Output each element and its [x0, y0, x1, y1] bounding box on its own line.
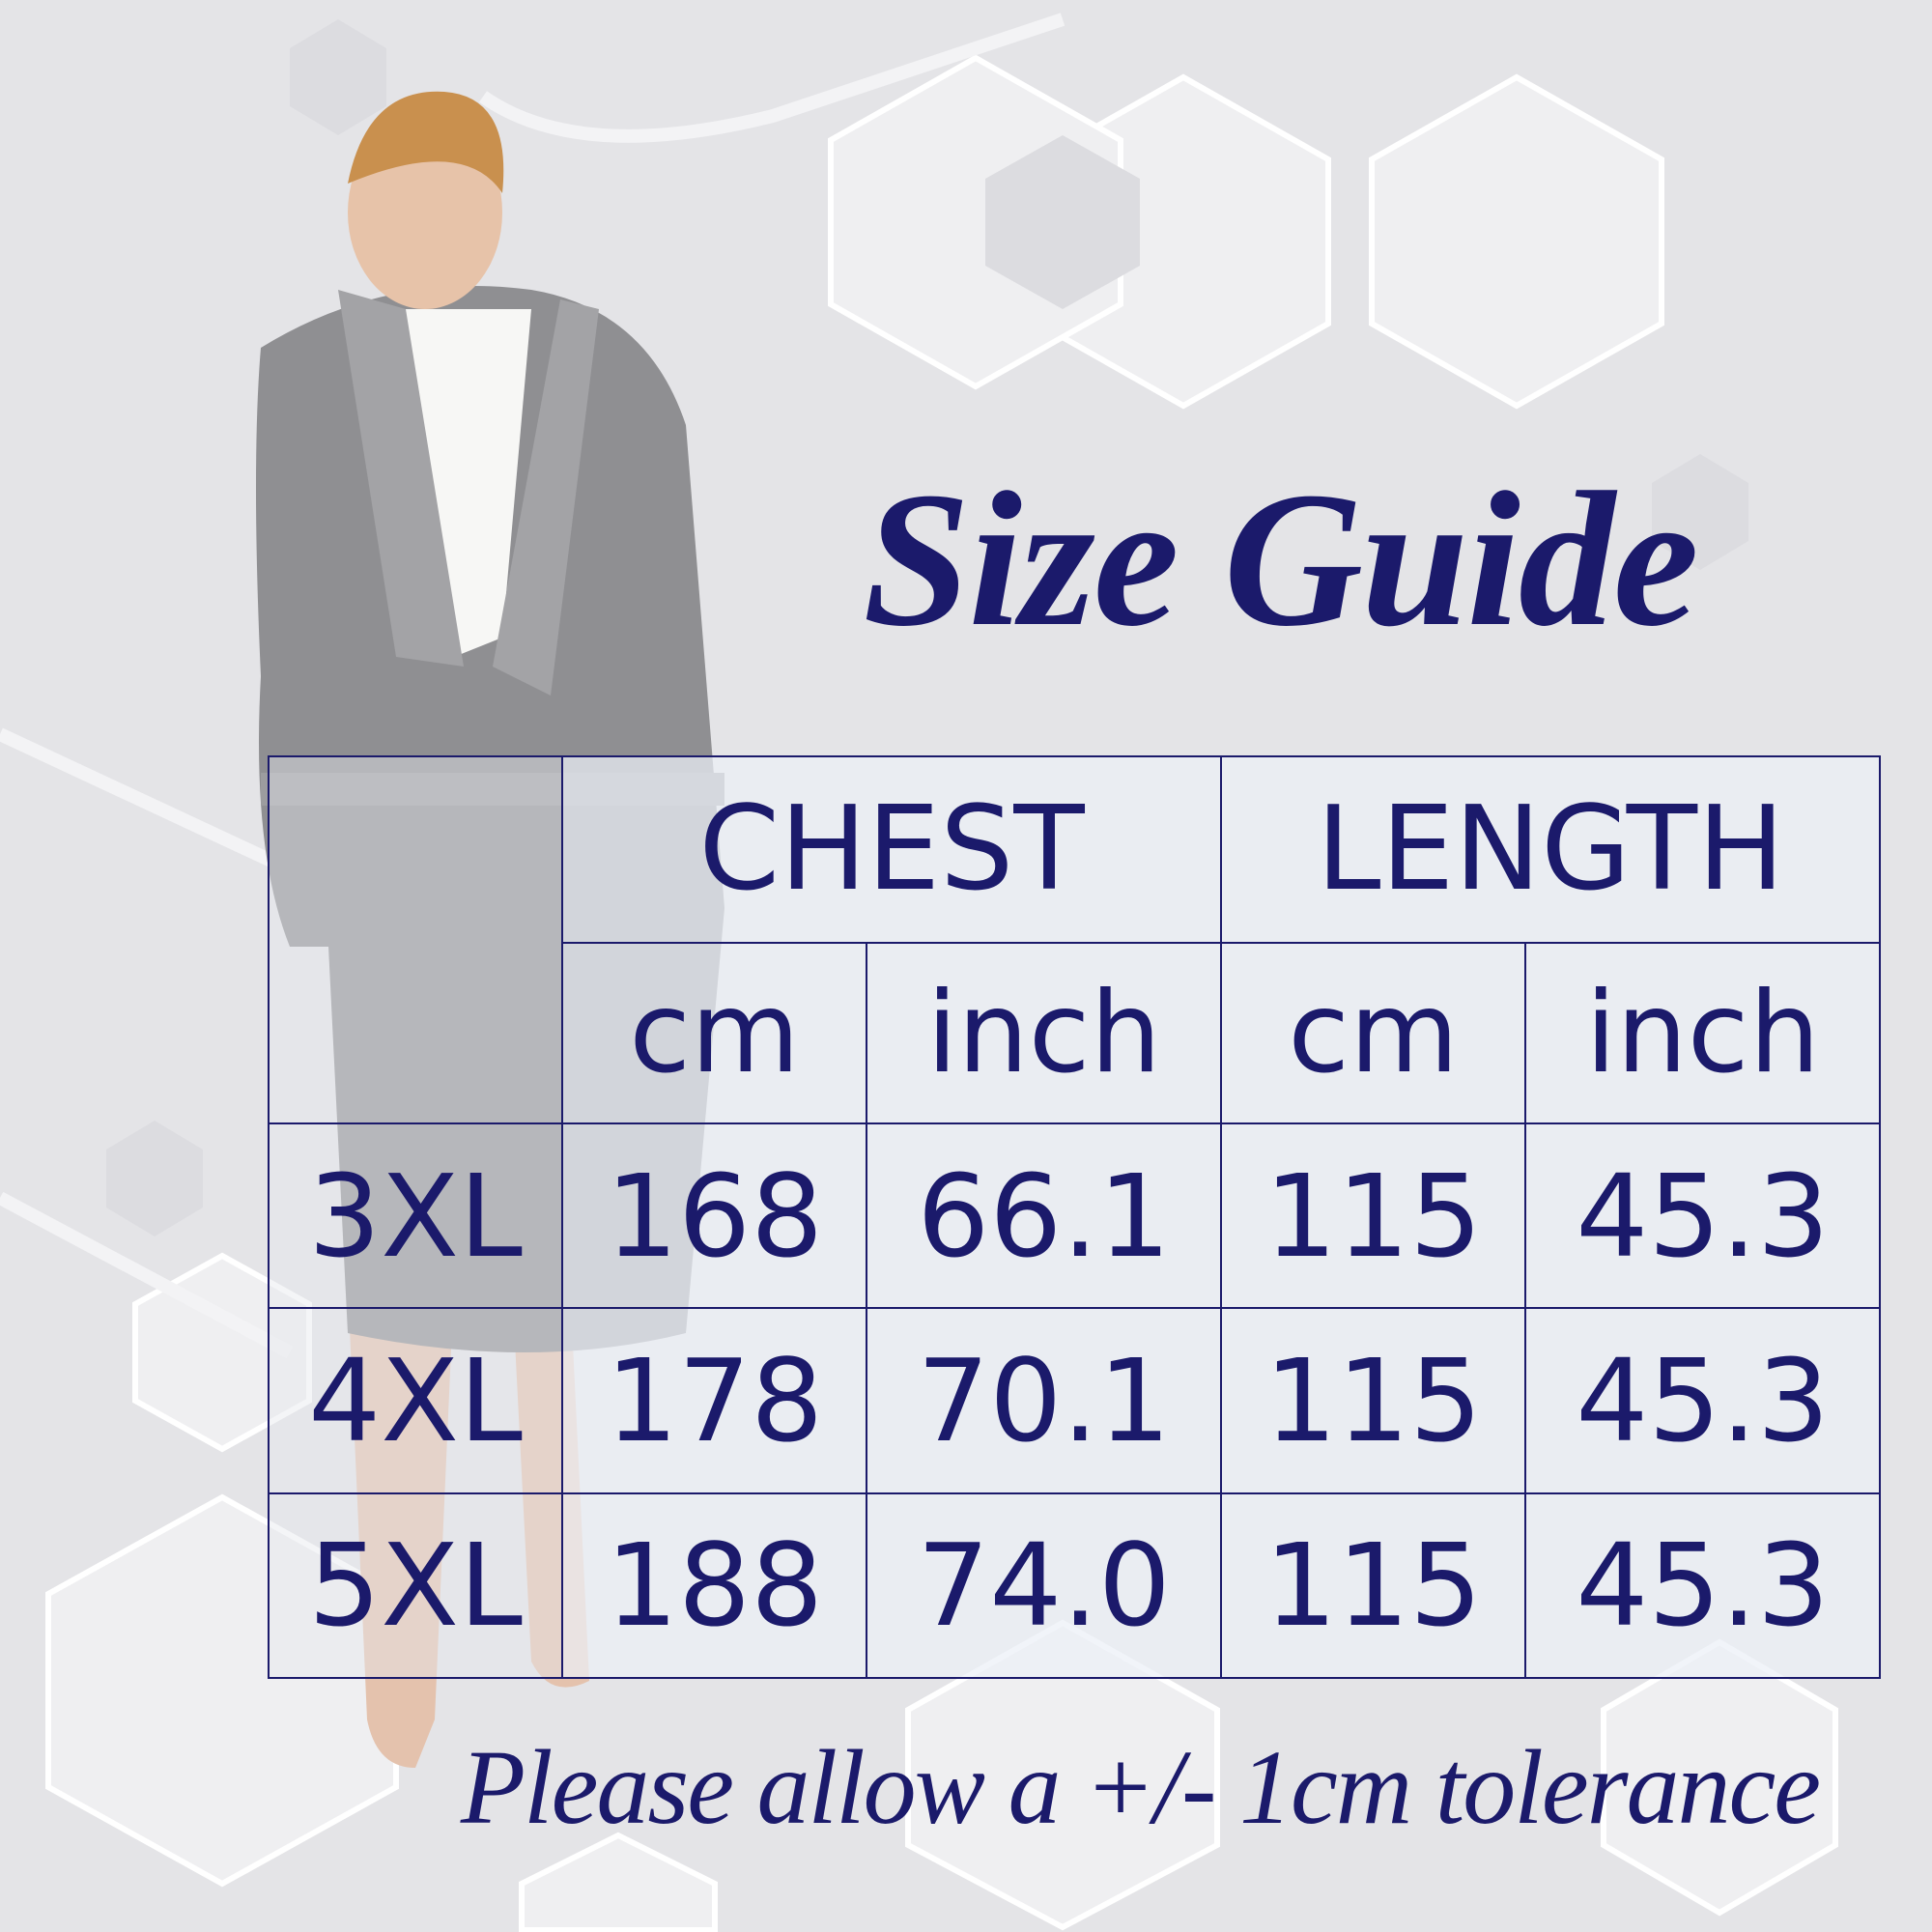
length-cm: 115 — [1219, 1492, 1527, 1680]
size-label: 3XL — [268, 1122, 563, 1310]
chest-cm: 168 — [560, 1122, 868, 1310]
corner-cell — [268, 755, 563, 1124]
size-label: 4XL — [268, 1307, 563, 1494]
unit-length-cm: cm — [1219, 941, 1527, 1124]
chest-inch: 70.1 — [866, 1307, 1222, 1494]
unit-chest-cm: cm — [560, 941, 868, 1124]
length-cm: 115 — [1219, 1122, 1527, 1310]
table-unit-row: cm inch cm inch — [269, 941, 1881, 1124]
table-row: 4XL 178 70.1 115 45.3 — [268, 1307, 1881, 1494]
header-length: LENGTH — [1219, 755, 1882, 944]
chest-cm: 188 — [560, 1492, 868, 1680]
table-header-row: CHEST LENGTH — [268, 755, 1882, 1124]
chest-cm: 178 — [560, 1307, 868, 1494]
length-cm: 115 — [1219, 1307, 1527, 1494]
length-inch: 45.3 — [1524, 1492, 1881, 1680]
unit-chest-inch: inch — [866, 941, 1222, 1124]
length-inch: 45.3 — [1524, 1307, 1881, 1494]
size-chart-table: CHEST LENGTH cm inch cm inch 3XL 168 66.… — [268, 755, 1882, 1680]
size-label: 5XL — [268, 1492, 563, 1680]
tolerance-note: Please allow a +/- 1cm tolerance — [460, 1728, 1821, 1846]
header-chest: CHEST — [561, 755, 1222, 944]
chest-inch: 66.1 — [866, 1122, 1222, 1310]
length-inch: 45.3 — [1524, 1122, 1881, 1310]
table-row: 3XL 168 66.1 115 45.3 — [268, 1122, 1881, 1310]
unit-length-inch: inch — [1524, 941, 1881, 1124]
page-title: Size Guide — [863, 453, 1698, 667]
table-row: 5XL 188 74.0 115 45.3 — [268, 1492, 1881, 1680]
chest-inch: 74.0 — [866, 1492, 1222, 1680]
